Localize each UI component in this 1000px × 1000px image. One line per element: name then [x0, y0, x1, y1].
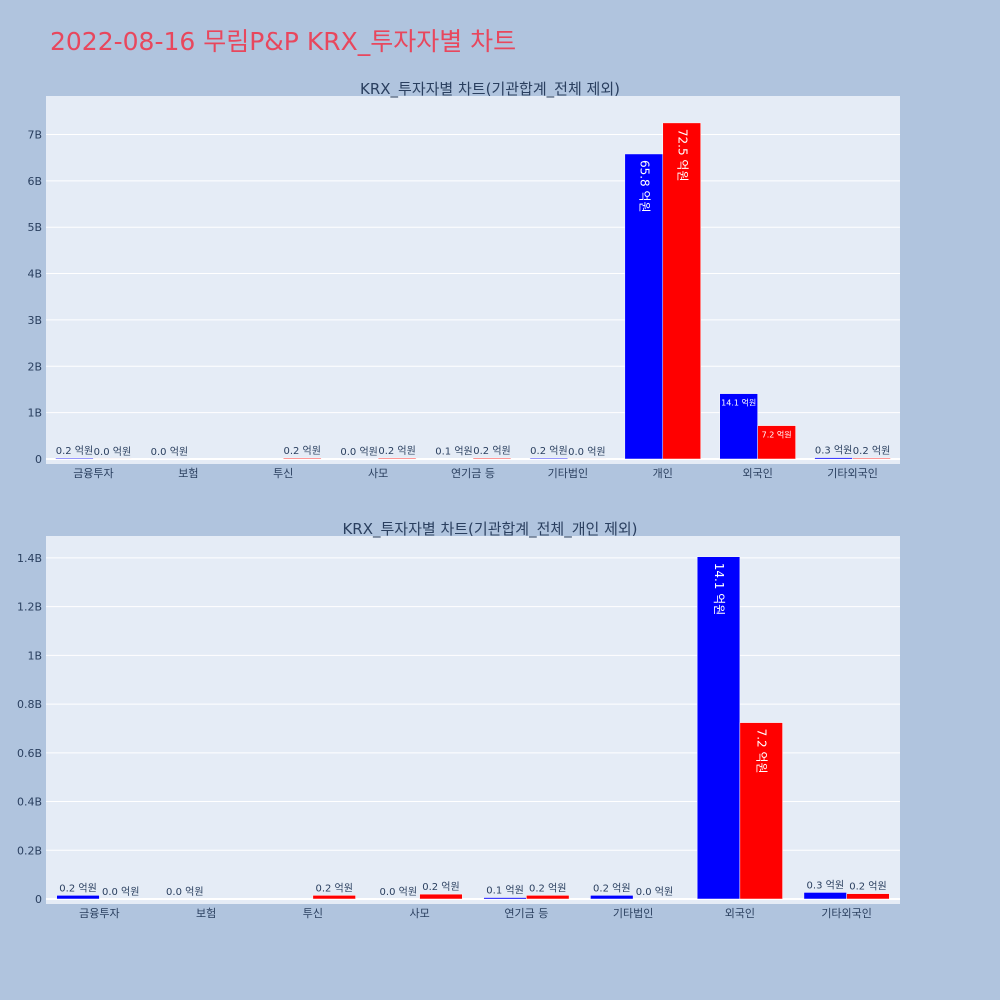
data-label: 65.8 억원 — [637, 160, 651, 213]
bar — [852, 457, 891, 460]
y-tick-label: 4B — [27, 268, 42, 281]
data-label: 0.0 억원 — [380, 886, 417, 898]
data-label: 0.1 억원 — [435, 446, 472, 458]
y-tick-label: 1.2B — [17, 601, 42, 614]
bar — [803, 892, 847, 900]
x-tick-label: 외국인 — [742, 467, 772, 480]
x-tick-label: 연기금 등 — [451, 467, 495, 480]
data-label: 0.2 억원 — [378, 445, 415, 457]
y-tick-label: 0.2B — [17, 844, 42, 857]
y-tick-label: 0.4B — [17, 796, 42, 809]
data-label: 0.2 억원 — [530, 445, 567, 457]
bar — [590, 895, 634, 900]
x-tick-label: 연기금 등 — [504, 907, 548, 920]
data-label: 0.2 억원 — [593, 882, 630, 894]
bar — [377, 457, 417, 460]
data-label: 0.0 억원 — [340, 446, 377, 458]
data-label: 0.0 억원 — [102, 886, 139, 898]
x-tick-label: 기타법인 — [613, 907, 653, 920]
y-tick-label: 6B — [27, 175, 42, 188]
data-label: 0.0 억원 — [636, 886, 673, 898]
data-label: 0.0 억원 — [94, 446, 131, 458]
x-tick-label: 보험 — [196, 907, 216, 920]
data-label: 0.0 억원 — [568, 446, 605, 458]
bar — [312, 895, 356, 900]
data-label: 0.2 억원 — [473, 445, 510, 457]
page-title: 2022-08-16 무림P&P KRX_투자자별 차트 — [50, 27, 517, 56]
data-label: 72.5 억원 — [675, 129, 689, 182]
x-tick-label: 외국인 — [725, 907, 755, 920]
y-tick-label: 1B — [27, 649, 42, 662]
data-label: 0.2 억원 — [56, 445, 93, 457]
x-tick-label: 사모 — [368, 467, 388, 480]
bar — [282, 457, 322, 460]
y-tick-label: 0.6B — [17, 747, 42, 760]
bar — [529, 457, 569, 460]
bar — [719, 393, 758, 460]
x-tick-label: 기타외국인 — [821, 907, 872, 920]
x-tick-label: 금융투자 — [73, 467, 113, 480]
y-tick-label: 2B — [27, 360, 42, 373]
y-tick-label: 3B — [27, 314, 42, 327]
bar — [55, 457, 94, 460]
chart-title: KRX_투자자별 차트(기관합계_전체 제외) — [360, 80, 620, 99]
chart-bottom: 0 0.2B 0.4B 0.6B 0.8B 1B 1.2B 1.4B KRX_투자자별 차트(기… — [17, 520, 900, 920]
x-tick-label: 개인 — [653, 467, 673, 480]
bar — [419, 893, 463, 900]
x-tick-label: 투신 — [303, 907, 323, 920]
y-tick-label: 0.8B — [17, 698, 42, 711]
data-label: 0.3 억원 — [807, 879, 844, 891]
bar — [56, 895, 100, 900]
data-label: 0.2 억원 — [529, 882, 566, 894]
x-tick-label: 사모 — [410, 907, 430, 920]
chart-title: KRX_투자자별 차트(기관합계_전체_개인 제외) — [342, 520, 637, 539]
data-label: 14.1 억원 — [712, 563, 726, 616]
x-tick-label: 금융투자 — [79, 907, 119, 920]
chart-top: 0 1B 2B 3B 4B 5B 6B 7B KRX_투자자별 차트(기관합계_전체 제외) 금융… — [27, 80, 900, 480]
bar — [739, 722, 783, 900]
data-label: 0.0 억원 — [151, 446, 188, 458]
data-label: 0.2 억원 — [59, 882, 96, 894]
data-label: 14.1 억원 — [721, 398, 756, 408]
data-label: 7.2 억원 — [755, 729, 769, 774]
y-tick-label: 1B — [27, 407, 42, 420]
bar — [472, 457, 512, 460]
bar — [696, 556, 741, 900]
bar — [662, 122, 701, 460]
bar — [814, 457, 853, 460]
y-tick-label: 0 — [35, 453, 42, 466]
data-label: 0.2 억원 — [315, 882, 352, 894]
x-tick-label: 기타외국인 — [827, 467, 878, 480]
bar — [757, 425, 796, 460]
bar — [624, 153, 664, 460]
y-tick-label: 7B — [27, 128, 42, 141]
y-tick-label: 5B — [27, 221, 42, 234]
data-label: 7.2 억원 — [762, 430, 792, 440]
x-tick-label: 기타법인 — [548, 467, 588, 480]
data-label: 0.3 억원 — [815, 445, 852, 457]
x-tick-label: 투신 — [273, 467, 293, 480]
x-tick-label: 보험 — [178, 467, 198, 480]
bar — [483, 897, 527, 900]
data-label: 0.1 억원 — [486, 885, 523, 897]
bar — [526, 895, 570, 900]
data-label: 0.2 억원 — [853, 445, 890, 457]
data-label: 0.2 억원 — [849, 881, 886, 893]
bar — [846, 893, 890, 900]
y-tick-label: 0 — [35, 893, 42, 906]
data-label: 0.2 억원 — [283, 445, 320, 457]
plot-area — [46, 96, 900, 464]
y-tick-label: 1.4B — [17, 552, 42, 565]
data-label: 0.2 억원 — [422, 881, 459, 893]
data-label: 0.0 억원 — [166, 886, 203, 898]
